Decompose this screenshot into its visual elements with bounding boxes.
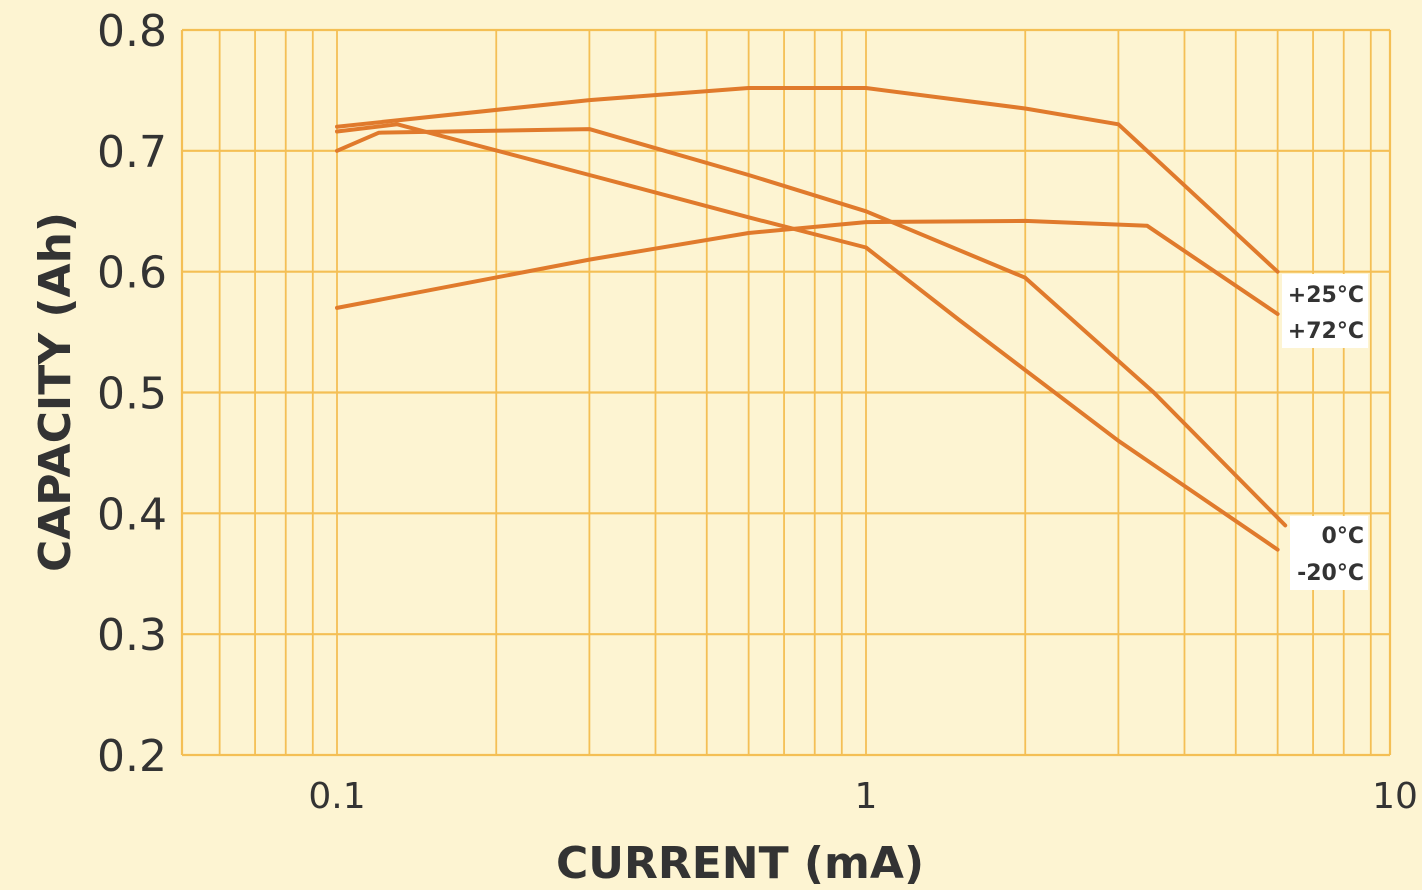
label-box-bottom: [1290, 516, 1368, 590]
y-tick-label: 0.8: [97, 6, 167, 57]
y-tick-label: 0.2: [97, 731, 167, 782]
series-line-72c: [335, 218, 1280, 316]
label-box-top: [1282, 274, 1368, 348]
series-label: -20°C: [1297, 561, 1364, 586]
series-labels: +25°C +72°C 0°C -20°C: [1282, 274, 1368, 590]
y-tick-label: 0.3: [97, 610, 167, 661]
y-tick-label: 0.6: [97, 248, 167, 299]
x-tick-label: 10: [1372, 776, 1418, 817]
x-axis-title: CURRENT (mA): [556, 838, 924, 889]
tick-labels: 0.2 0.3 0.4 0.5 0.6 0.7 0.8 0.1 1 10: [97, 6, 1418, 817]
series-label: +25°C: [1288, 283, 1364, 308]
x-tick-label: 1: [855, 776, 878, 817]
series-line-20c: [335, 122, 1280, 552]
y-axis-title: CAPACITY (Ah): [30, 212, 81, 572]
y-tick-label: 0.5: [97, 369, 167, 420]
series-line-0c: [335, 127, 1288, 528]
series-label: +72°C: [1288, 319, 1364, 344]
series-lines: [335, 86, 1288, 552]
series-line-25c: [335, 86, 1280, 274]
series-label: 0°C: [1322, 524, 1364, 549]
x-tick-label: 0.1: [308, 776, 365, 817]
y-tick-label: 0.4: [97, 489, 167, 540]
y-tick-label: 0.7: [97, 127, 167, 178]
